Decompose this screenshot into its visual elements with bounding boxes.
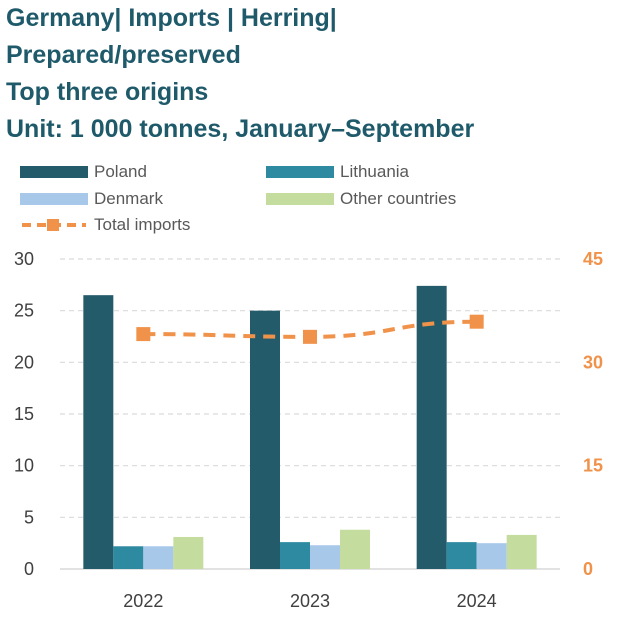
total-imports-marker-2022	[136, 327, 151, 342]
y-left-tick-label: 10	[14, 456, 34, 476]
bar-denmark-2023	[310, 545, 340, 569]
chart-title: Germany| Imports | Herring| Prepared/pre…	[6, 0, 474, 148]
bar-other-countries-2022	[173, 536, 204, 569]
y-right-tick-label: 30	[583, 352, 603, 372]
legend-label-poland: Poland	[94, 162, 147, 181]
bar-other-countries-2023	[340, 529, 370, 569]
total-imports-marker-2024	[469, 314, 484, 329]
x-tick-label: 2024	[457, 591, 497, 611]
y-left-tick-label: 20	[14, 352, 34, 372]
total-imports-marker-2023	[303, 329, 317, 344]
y-left-tick-label: 0	[24, 559, 34, 579]
y-left-tick-label: 15	[14, 404, 34, 424]
bar-denmark-2022	[143, 546, 174, 569]
bar-lithuania-2024	[446, 542, 477, 569]
bar-poland-2023	[250, 310, 280, 569]
legend-swatch-other-countries	[266, 193, 334, 205]
title-line-2: Prepared/preserved	[6, 41, 241, 69]
legend-label-total-imports: Total imports	[94, 215, 191, 234]
title-line-1: Germany| Imports | Herring|	[6, 4, 337, 32]
chart-legend: Poland Lithuania Denmark Other countries…	[20, 160, 580, 240]
y-left-tick-label: 5	[24, 507, 34, 527]
legend-item-total-imports: Total imports	[20, 215, 190, 235]
legend-swatch-poland	[20, 166, 88, 178]
legend-label-lithuania: Lithuania	[340, 162, 410, 181]
bar-denmark-2024	[476, 543, 507, 569]
legend-swatch-lithuania	[266, 166, 334, 178]
bar-poland-2022	[83, 295, 114, 569]
legend-item-poland: Poland	[20, 162, 147, 182]
bar-lithuania-2022	[113, 546, 144, 569]
y-right-tick-label: 45	[583, 249, 603, 269]
y-left-tick-label: 25	[14, 301, 34, 321]
legend-label-denmark: Denmark	[94, 189, 163, 208]
x-tick-label: 2023	[290, 591, 330, 611]
legend-item-denmark: Denmark	[20, 189, 163, 209]
y-right-tick-label: 0	[583, 559, 593, 579]
legend-label-other-countries: Other countries	[340, 189, 457, 208]
bar-other-countries-2024	[506, 534, 537, 569]
title-line-3: Top three origins	[6, 78, 209, 106]
legend-swatch-total-imports	[22, 219, 86, 231]
y-right-tick-label: 15	[583, 456, 603, 476]
total-imports-line	[143, 319, 477, 339]
x-tick-label: 2022	[123, 591, 163, 611]
legend-item-other-countries: Other countries	[266, 189, 456, 209]
legend-swatch-denmark	[20, 193, 88, 205]
title-line-4: Unit: 1 000 tonnes, January–September	[6, 115, 475, 143]
bar-poland-2024	[416, 285, 447, 569]
bar-lithuania-2023	[280, 542, 310, 569]
legend-item-lithuania: Lithuania	[266, 162, 409, 182]
y-left-tick-label: 30	[14, 249, 34, 269]
